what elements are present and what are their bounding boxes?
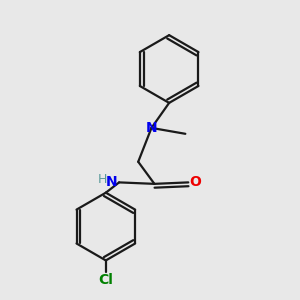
- Text: N: N: [106, 176, 118, 189]
- Text: H: H: [98, 173, 108, 186]
- Text: N: N: [146, 121, 157, 135]
- Text: Cl: Cl: [98, 273, 113, 286]
- Text: O: O: [190, 176, 202, 189]
